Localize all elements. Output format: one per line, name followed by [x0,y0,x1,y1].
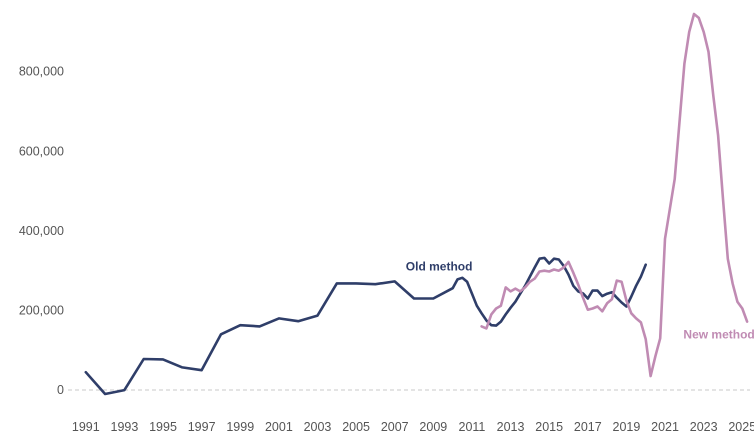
x-axis: 1991 1993 1995 1997 1999 2001 2003 2005 2007 2009… [72,420,754,434]
series-label-old-method: Old method [406,260,473,274]
x-tick-label: 1999 [226,420,254,434]
x-tick-label: 2007 [381,420,409,434]
y-tick-label: 0 [57,383,64,397]
series-line-old-method [84,256,647,396]
x-tick-label: 2013 [497,420,525,434]
y-axis: 0 200,000 400,000 600,000 800,000 [19,65,750,397]
y-tick-label: 800,000 [19,65,64,79]
x-tick-label: 1995 [149,420,177,434]
x-tick-label: 2009 [419,420,447,434]
x-tick-label: 2017 [574,420,602,434]
series-label-new-method: New method [683,327,754,341]
y-tick-label: 600,000 [19,144,64,158]
x-tick-label: 2005 [342,420,370,434]
x-tick-label: 1991 [72,420,100,434]
x-tick-label: 2001 [265,420,293,434]
x-tick-label: 2025 [728,420,754,434]
x-tick-label: 2021 [651,420,679,434]
x-tick-label: 2003 [304,420,332,434]
x-tick-label: 2011 [459,420,486,434]
series-annotations: Old method New method [406,260,754,342]
series-line-new-method [480,12,749,378]
y-tick-label: 200,000 [19,303,64,317]
x-tick-label: 2015 [535,420,563,434]
x-tick-label: 2023 [690,420,718,434]
y-tick-label: 400,000 [19,224,64,238]
x-tick-label: 2019 [613,420,641,434]
series-lines [84,12,749,396]
x-tick-label: 1993 [111,420,139,434]
x-tick-label: 1997 [188,420,216,434]
